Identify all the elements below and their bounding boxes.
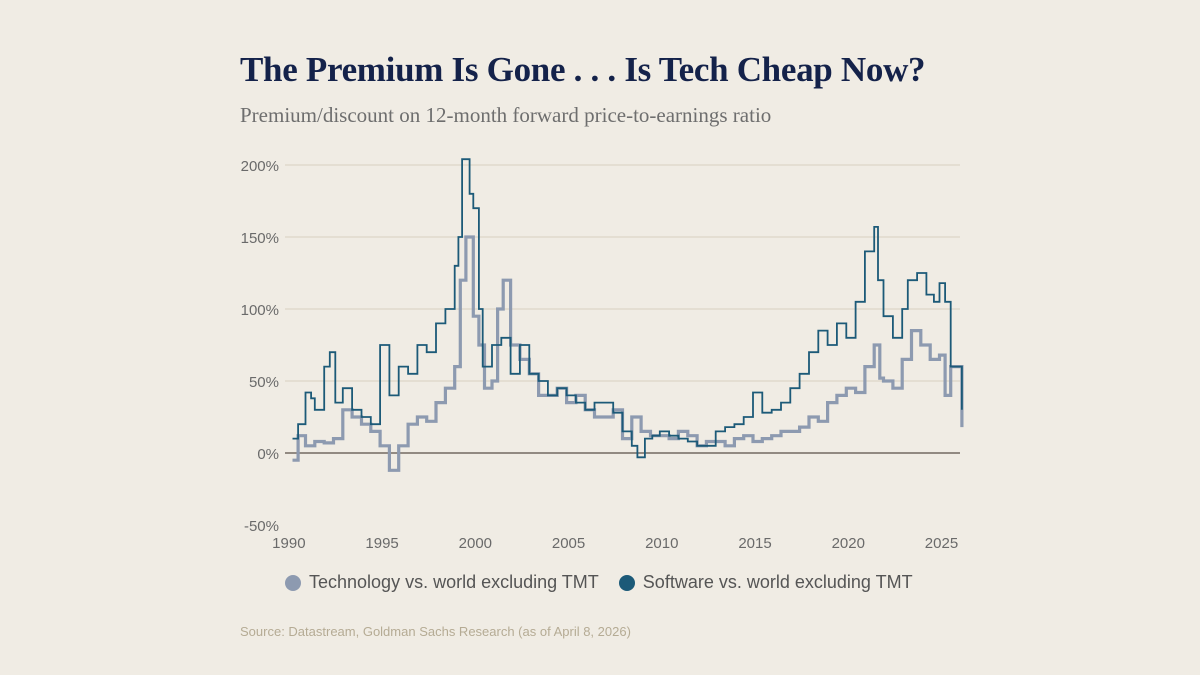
y-tick-label: 100% <box>241 302 279 319</box>
y-tick-label: 150% <box>241 230 279 247</box>
y-tick-label: -50% <box>244 518 279 535</box>
chart-subtitle: Premium/discount on 12-month forward pri… <box>240 103 772 127</box>
chart-title: The Premium Is Gone . . . Is Tech Cheap … <box>240 50 926 89</box>
legend-dot-technology <box>285 574 301 591</box>
x-tick-label: 2015 <box>738 535 771 552</box>
y-axis-ticks: 200% 150% 100% 50% 0% -50% <box>241 158 279 535</box>
y-tick-label: 50% <box>249 374 279 391</box>
x-tick-label: 2025 <box>925 535 958 552</box>
legend-label-software: Software vs. world excluding TMT <box>642 572 913 592</box>
y-tick-label: 0% <box>257 446 279 463</box>
x-tick-label: 2010 <box>645 535 678 552</box>
x-tick-label: 1990 <box>272 535 305 552</box>
source-note: Source: Datastream, Goldman Sachs Resear… <box>240 624 631 639</box>
series-line-technology <box>292 235 964 472</box>
series-lines <box>292 158 964 472</box>
x-tick-label: 2020 <box>832 535 865 552</box>
x-tick-label: 1995 <box>365 535 398 552</box>
series-line-software <box>292 158 963 459</box>
legend-label-technology: Technology vs. world excluding TMT <box>309 572 599 592</box>
x-tick-label: 2000 <box>459 535 492 552</box>
x-axis-ticks: 1990 1995 2000 2005 2010 2015 2020 2025 <box>272 535 958 552</box>
y-tick-label: 200% <box>241 158 279 175</box>
legend-item-technology: Technology vs. world excluding TMT <box>285 572 599 593</box>
legend-dot-software <box>618 574 635 591</box>
x-tick-label: 2005 <box>552 535 585 552</box>
legend: Technology vs. world excluding TMT Softw… <box>285 572 933 593</box>
legend-item-software: Software vs. world excluding TMT <box>618 572 913 593</box>
